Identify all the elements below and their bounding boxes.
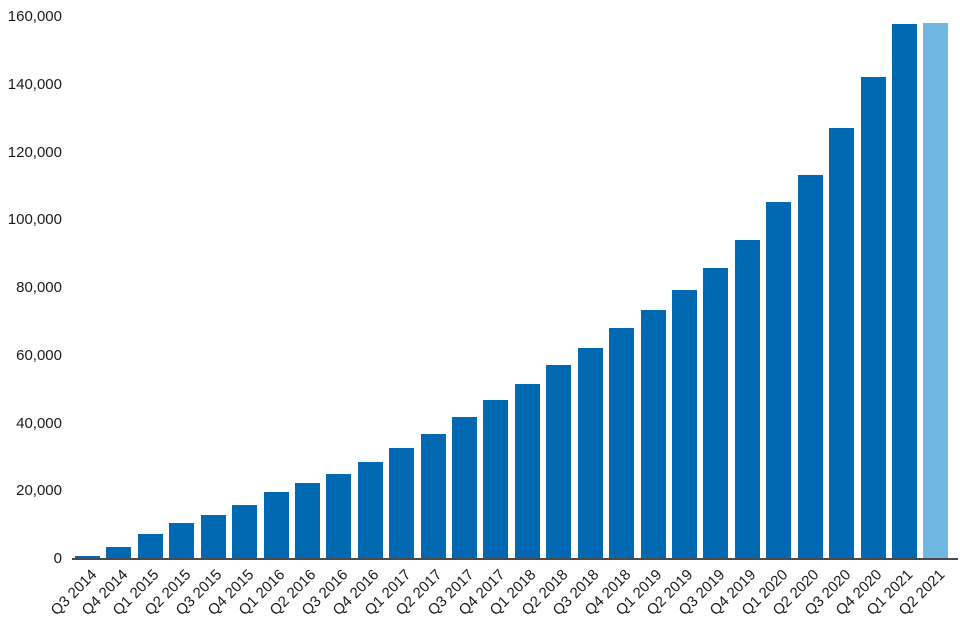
bar-q1-2020	[766, 202, 791, 559]
bar-q4-2018	[609, 328, 634, 559]
y-tick-label: 60,000	[16, 346, 62, 364]
y-tick-label: 120,000	[7, 143, 62, 161]
bar-q1-2019	[641, 310, 666, 559]
bar-q4-2014	[106, 547, 131, 559]
bar-q1-2017	[389, 448, 414, 559]
y-tick-label: 20,000	[16, 482, 62, 500]
bar-q3-2019	[703, 268, 728, 559]
bar-q1-2016	[264, 492, 289, 559]
bar-q3-2016	[326, 474, 351, 559]
y-tick-label: 80,000	[16, 279, 62, 296]
bar-q1-2018	[515, 384, 540, 559]
y-tick-label: 0	[53, 550, 62, 567]
bar-q4-2019	[735, 240, 760, 559]
bar-q2-2018	[546, 365, 571, 559]
bar-q3-2015	[201, 515, 226, 559]
y-tick-label: 100,000	[7, 211, 62, 229]
bar-q1-2021	[892, 24, 917, 559]
y-tick-label: 140,000	[7, 75, 62, 93]
bar-q3-2014	[75, 556, 100, 559]
bar-q2-2016	[295, 483, 320, 559]
bar-q2-2017	[421, 434, 446, 559]
bar-q3-2017	[452, 417, 477, 559]
bar-q3-2018	[578, 348, 603, 559]
bar-q4-2020	[861, 77, 886, 559]
bar-q2-2019	[672, 290, 697, 559]
y-tick-label: 160,000	[7, 8, 62, 25]
bar-q3-2020	[829, 128, 854, 559]
bar-q4-2017	[483, 400, 508, 559]
bar-q2-2020	[798, 175, 823, 559]
bar-q4-2016	[358, 462, 383, 559]
y-tick-label: 40,000	[16, 414, 62, 432]
x-axis-line	[72, 558, 958, 560]
bar-q4-2015	[232, 505, 257, 559]
bar-q2-2021	[923, 23, 948, 559]
bar-q1-2015	[138, 534, 163, 559]
bar-q2-2015	[169, 523, 194, 559]
